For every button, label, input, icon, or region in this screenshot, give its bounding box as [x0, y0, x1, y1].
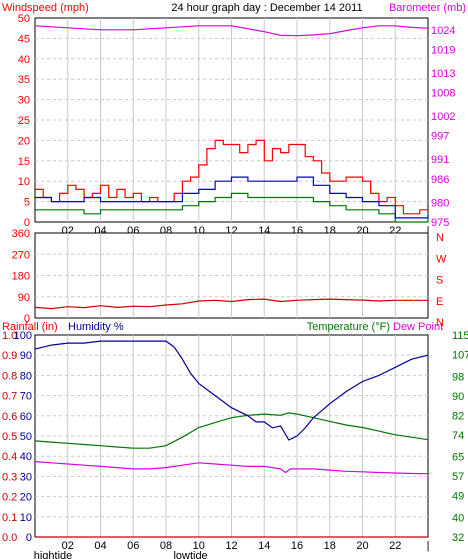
- temperature-axis-label: Temperature (°F): [307, 321, 390, 333]
- barometer-axis-label: Barometer (mb): [389, 2, 466, 14]
- rainfall-tick-label: 0.0: [2, 532, 17, 544]
- windspeed-tick-label: 50: [18, 13, 30, 25]
- windspeed-min-line: [35, 192, 429, 223]
- temperature-tick-label: 65: [452, 452, 464, 464]
- windspeed-tick-label: 30: [18, 95, 30, 107]
- barometer-tick-label: 1024: [431, 25, 455, 37]
- x-tick-label: 18: [324, 540, 336, 552]
- temperature-tick-label: 82: [452, 410, 464, 422]
- compass-label: N: [436, 317, 444, 329]
- tide-label: hightide: [34, 550, 73, 559]
- compass-label: W: [436, 253, 447, 265]
- barometer-tick-label: 1008: [431, 88, 455, 100]
- dewpoint-line: [34, 461, 429, 475]
- direction-tick-label: 270: [12, 249, 30, 261]
- x-tick-label: 02: [62, 540, 74, 552]
- temperature-tick-label: 74: [452, 430, 464, 442]
- rainfall-tick-label: 0.6: [2, 411, 17, 423]
- humidity-tick-label: 40: [20, 451, 32, 463]
- humidity-tick-label: 20: [20, 492, 32, 504]
- humidity-tick-label: 50: [20, 431, 32, 443]
- temperature-tick-label: 115: [452, 330, 468, 342]
- rainfall-tick-label: 0.2: [2, 492, 17, 504]
- barometer-tick-label: 980: [431, 197, 449, 209]
- direction-tick-label: 360: [12, 228, 30, 240]
- rainfall-axis-label: Rainfall (in): [2, 321, 58, 333]
- wind-direction-line: [34, 298, 428, 310]
- x-tick-label: 22: [389, 540, 401, 552]
- windspeed-axis-label: Windspeed (mph): [2, 2, 89, 14]
- direction-tick-label: 0: [24, 313, 30, 325]
- windspeed-tick-label: 20: [18, 135, 30, 147]
- windspeed-tick-label: 35: [18, 74, 30, 86]
- wind-barometer-panel: 0 5 10 15 20 25 30 35 40 45 50 975 980 986 991 997 1002 1…: [18, 13, 456, 247]
- temp-humidity-panel: 0.0 0.1 0.2 0.3 0.4 0.5 0.6 0.7 0.8 0.9 1.0 0 10 20 30…: [2, 330, 468, 559]
- windspeed-gust-line: [35, 139, 428, 215]
- temperature-tick-label: 32: [452, 532, 464, 544]
- x-tick-label: 14: [258, 540, 270, 552]
- rainfall-tick-label: 0.1: [2, 512, 17, 524]
- tide-label: lowtide: [173, 550, 207, 559]
- temperature-tick-label: 57: [452, 471, 464, 483]
- rainfall-tick-label: 0.9: [2, 350, 17, 362]
- rainfall-tick-label: 0.7: [2, 391, 17, 403]
- windspeed-tick-label: 10: [18, 176, 30, 188]
- barometer-tick-label: 975: [431, 217, 449, 229]
- x-tick-label: 08: [160, 540, 172, 552]
- x-tick-label: 16: [291, 540, 303, 552]
- rainfall-tick-label: 0.5: [2, 431, 17, 443]
- humidity-tick-label: 30: [20, 471, 32, 483]
- compass-label: N: [436, 232, 444, 244]
- dewpoint-axis-label: Dew Point: [393, 321, 443, 333]
- humidity-line: [34, 340, 429, 441]
- windspeed-tick-label: 25: [18, 115, 30, 127]
- temperature-tick-label: 90: [452, 391, 464, 403]
- direction-tick-label: 180: [12, 271, 30, 283]
- humidity-tick-label: 0: [26, 532, 32, 544]
- barometer-tick-label: 1002: [431, 111, 455, 123]
- x-tick-label: |: [427, 225, 430, 237]
- x-tick-label: |: [427, 540, 430, 552]
- x-tick-label: 04: [94, 540, 106, 552]
- windspeed-avg-line: [35, 176, 429, 219]
- rainfall-tick-label: 0.3: [2, 471, 17, 483]
- windspeed-tick-label: 0: [24, 217, 30, 229]
- temperature-tick-label: 107: [452, 349, 468, 361]
- x-tick-label: 12: [225, 540, 237, 552]
- barometer-tick-label: 986: [431, 174, 449, 186]
- barometer-tick-label: 997: [431, 131, 449, 143]
- humidity-tick-label: 90: [20, 350, 32, 362]
- barometer-tick-label: 1019: [431, 44, 455, 56]
- windspeed-tick-label: 40: [18, 54, 30, 66]
- humidity-tick-label: 100: [14, 330, 32, 342]
- x-tick-label: 20: [356, 540, 368, 552]
- humidity-tick-label: 10: [20, 512, 32, 524]
- rainfall-tick-label: 1.0: [2, 330, 17, 342]
- humidity-tick-label: 70: [20, 391, 32, 403]
- temperature-line: [34, 412, 429, 449]
- direction-tick-label: 90: [18, 292, 30, 304]
- temperature-tick-label: 40: [452, 513, 464, 525]
- barometer-tick-label: 991: [431, 154, 449, 166]
- windspeed-tick-label: 5: [24, 197, 30, 209]
- barometer-line: [34, 25, 429, 37]
- rainfall-tick-label: 0.4: [2, 451, 17, 463]
- windspeed-tick-label: 45: [18, 33, 30, 45]
- humidity-tick-label: 60: [20, 411, 32, 423]
- humidity-axis-label: Humidity %: [68, 321, 124, 333]
- barometer-tick-label: 1013: [431, 68, 455, 80]
- compass-label: S: [436, 275, 443, 287]
- rainfall-tick-label: 0.8: [2, 370, 17, 382]
- windspeed-tick-label: 15: [18, 156, 30, 168]
- chart-title: 24 hour graph day : December 14 2011: [171, 2, 362, 14]
- x-tick-label: 06: [127, 540, 139, 552]
- temperature-tick-label: 49: [452, 491, 464, 503]
- humidity-tick-label: 80: [20, 370, 32, 382]
- x-tick-label: 10: [193, 540, 205, 552]
- temperature-tick-label: 98: [452, 371, 464, 383]
- compass-label: E: [436, 296, 443, 308]
